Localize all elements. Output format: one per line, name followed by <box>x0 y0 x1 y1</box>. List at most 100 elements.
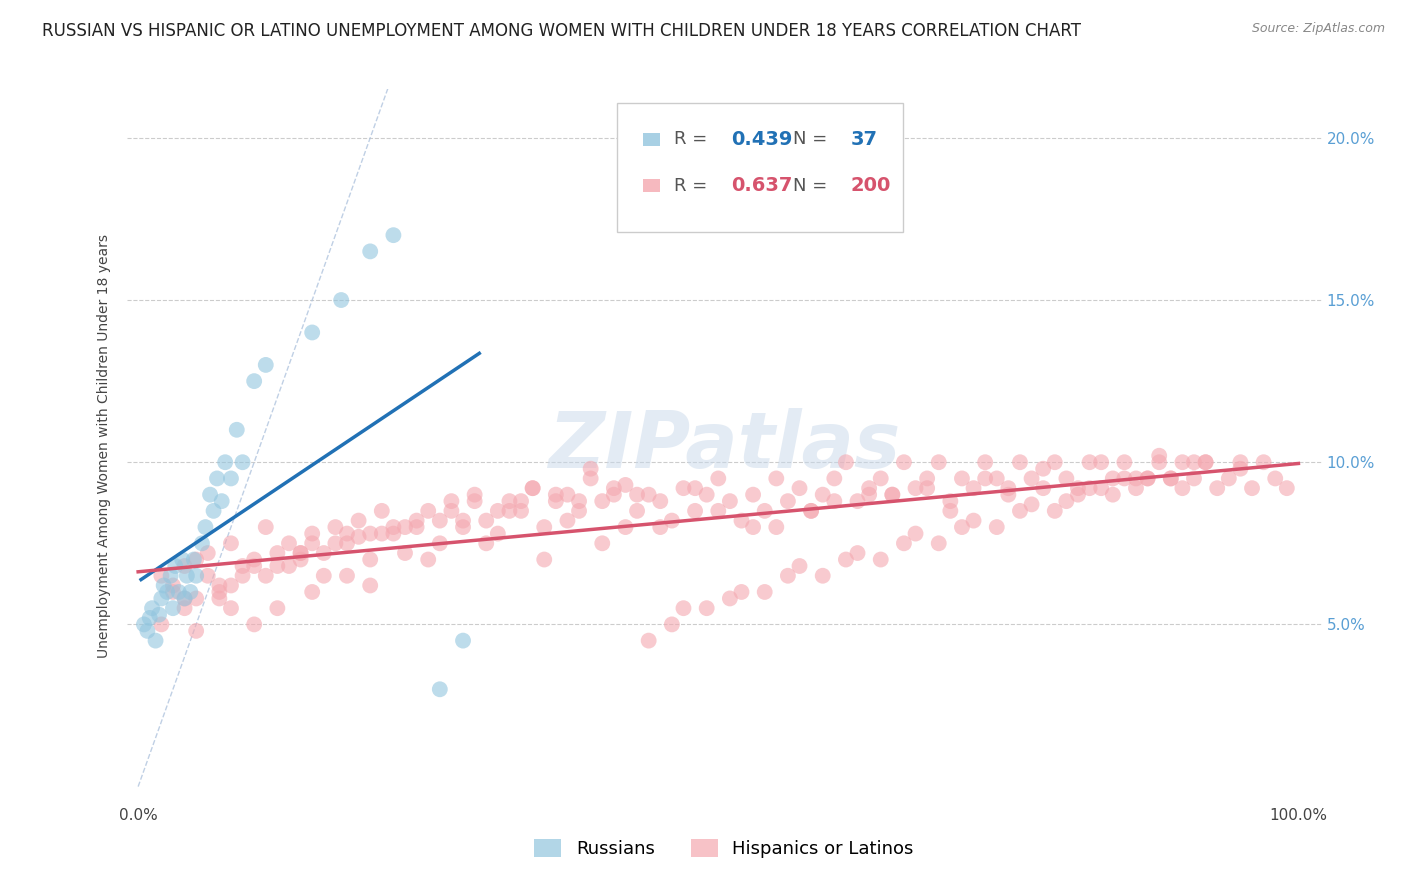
Text: 0.637: 0.637 <box>731 176 793 195</box>
Point <box>150 591 173 606</box>
Point <box>557 488 579 502</box>
Point <box>637 633 659 648</box>
Point <box>186 568 208 582</box>
Point <box>962 514 984 528</box>
Legend: Russians, Hispanics or Latinos: Russians, Hispanics or Latinos <box>527 831 921 865</box>
Point <box>498 494 520 508</box>
Point <box>1275 481 1298 495</box>
Point <box>533 552 555 566</box>
Point <box>683 504 706 518</box>
Point <box>939 504 962 518</box>
Point <box>475 536 498 550</box>
Point <box>141 601 163 615</box>
Point <box>371 526 394 541</box>
Point <box>742 488 765 502</box>
Point <box>776 568 799 582</box>
Point <box>869 471 891 485</box>
Point <box>475 514 498 528</box>
Point <box>165 559 187 574</box>
Point <box>347 514 370 528</box>
Point <box>464 494 486 508</box>
Point <box>232 568 254 582</box>
Point <box>394 520 416 534</box>
Point <box>162 585 184 599</box>
Point <box>176 568 198 582</box>
Point <box>962 481 984 495</box>
Point <box>1253 455 1275 469</box>
Point <box>869 552 891 566</box>
Point <box>301 326 323 340</box>
Point <box>718 591 741 606</box>
Point <box>156 585 179 599</box>
Point <box>522 481 544 495</box>
Point <box>510 504 533 518</box>
Text: RUSSIAN VS HISPANIC OR LATINO UNEMPLOYMENT AMONG WOMEN WITH CHILDREN UNDER 18 YE: RUSSIAN VS HISPANIC OR LATINO UNEMPLOYME… <box>42 22 1081 40</box>
Point <box>312 568 335 582</box>
Point <box>846 546 869 560</box>
Point <box>510 494 533 508</box>
Point <box>290 546 312 560</box>
Point <box>1147 455 1170 469</box>
Point <box>1125 471 1147 485</box>
Point <box>754 585 776 599</box>
Point <box>197 546 219 560</box>
Point <box>1101 488 1123 502</box>
Point <box>672 481 695 495</box>
Point <box>915 471 938 485</box>
Point <box>683 481 706 495</box>
Point <box>557 514 579 528</box>
Point <box>451 514 474 528</box>
Point <box>637 488 659 502</box>
Point <box>405 514 427 528</box>
Point <box>986 471 1008 485</box>
Point <box>939 494 962 508</box>
Point <box>928 536 950 550</box>
Point <box>205 471 228 485</box>
Point <box>603 481 626 495</box>
Point <box>382 228 405 243</box>
Point <box>858 481 880 495</box>
Point <box>202 504 225 518</box>
Point <box>336 526 359 541</box>
Point <box>464 488 486 502</box>
Point <box>1114 471 1136 485</box>
Point <box>1171 481 1194 495</box>
Point <box>172 552 194 566</box>
Point <box>1194 455 1216 469</box>
Point <box>167 585 190 599</box>
Point <box>145 633 167 648</box>
Point <box>1160 471 1182 485</box>
Point <box>835 552 858 566</box>
Point <box>835 455 858 469</box>
Point <box>1067 488 1090 502</box>
Point <box>915 481 938 495</box>
Text: R =: R = <box>673 130 713 148</box>
Point <box>1078 455 1101 469</box>
Point <box>254 568 277 582</box>
Point <box>661 617 683 632</box>
Point <box>1218 471 1240 485</box>
Point <box>882 488 904 502</box>
Point <box>162 601 184 615</box>
Point <box>1171 455 1194 469</box>
Point <box>1136 471 1159 485</box>
Point <box>776 494 799 508</box>
Text: 37: 37 <box>851 129 877 149</box>
Text: N =: N = <box>793 130 834 148</box>
Y-axis label: Unemployment Among Women with Children Under 18 years: Unemployment Among Women with Children U… <box>97 234 111 658</box>
Point <box>186 591 208 606</box>
Point <box>405 520 427 534</box>
Point <box>997 488 1019 502</box>
Point <box>544 488 567 502</box>
Point <box>544 494 567 508</box>
Point <box>336 536 359 550</box>
Point <box>522 481 544 495</box>
Point <box>823 471 845 485</box>
Point <box>429 536 451 550</box>
Point <box>626 488 648 502</box>
Point <box>243 559 266 574</box>
Point <box>382 526 405 541</box>
Point <box>162 578 184 592</box>
Point <box>418 504 440 518</box>
FancyBboxPatch shape <box>643 133 659 145</box>
